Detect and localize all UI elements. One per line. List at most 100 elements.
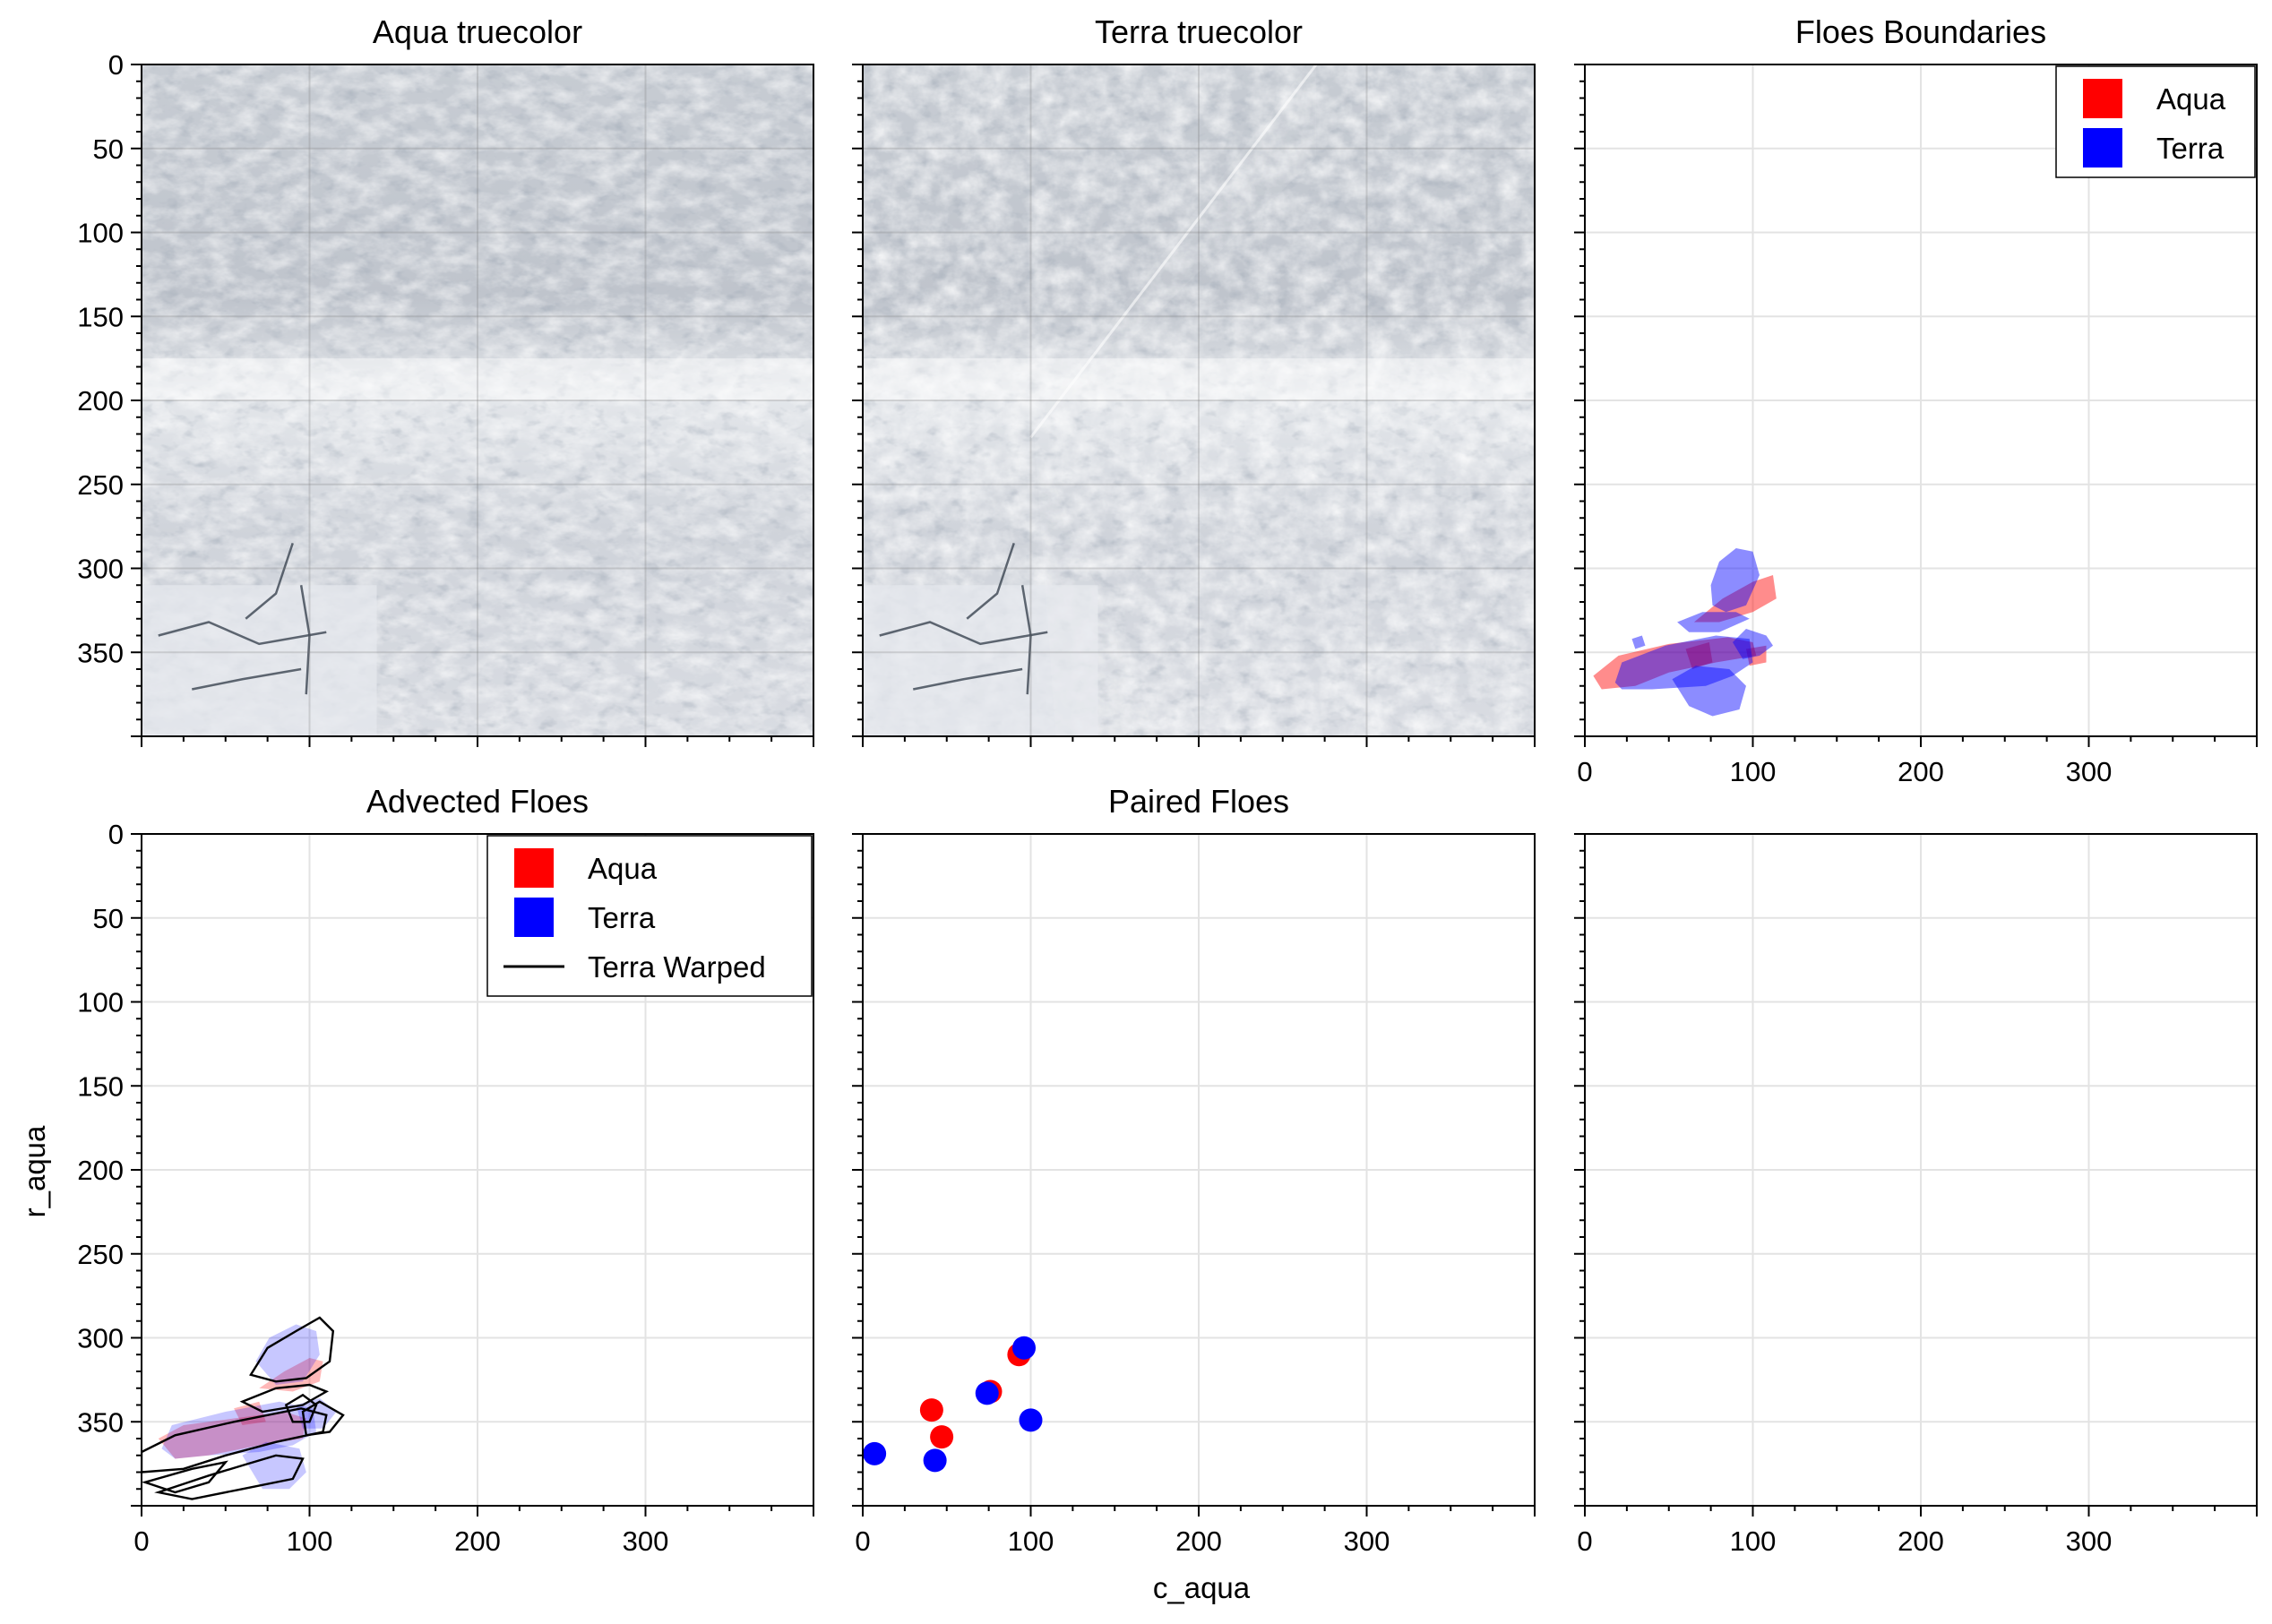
legend-swatch-aqua: [514, 848, 554, 888]
terra-point: [863, 1441, 887, 1465]
panel-title: Paired Floes: [1108, 783, 1289, 820]
x-tick-label: 0: [1577, 756, 1592, 787]
y-tick-label: 0: [108, 49, 124, 81]
legend-label: Terra: [2156, 132, 2225, 165]
y-tick-label: 200: [77, 385, 124, 417]
x-tick-label: 300: [1344, 1525, 1390, 1557]
legend-label: Terra Warped: [588, 950, 766, 984]
terra-warped-contour: [239, 1383, 330, 1413]
aqua-floe: [259, 1358, 323, 1392]
x-tick-label: 300: [2066, 1525, 2113, 1557]
y-tick-label: 250: [77, 469, 124, 501]
panel-title: Aqua truecolor: [373, 13, 582, 50]
terra-floe: [1677, 612, 1750, 632]
ticks: [852, 833, 1536, 1517]
y-tick-label: 250: [77, 1239, 124, 1270]
x-tick-label: 200: [454, 1525, 501, 1557]
y-tick-label: 100: [77, 987, 124, 1018]
panel-terra-truecolor: Terra truecolor: [852, 13, 1536, 747]
terra-floe: [161, 1401, 316, 1459]
legend-label: Aqua: [588, 852, 658, 885]
y-tick-label: 50: [93, 133, 124, 165]
ice-crack: [913, 667, 1023, 691]
y-tick-label: 150: [77, 1070, 124, 1102]
terra-floe: [1710, 548, 1760, 613]
panel-paired-floes: 0 100 200 300 Paired Floes: [852, 783, 1536, 1557]
y-tick-label: 150: [77, 301, 124, 332]
terra-point: [923, 1448, 947, 1473]
y-tick-label: 300: [77, 1323, 124, 1354]
grid: [1585, 834, 2257, 1506]
ice-crack: [966, 542, 1015, 620]
aqua-floe: [1593, 637, 1757, 690]
panel-advected-floes: 0 100 200 300 0 50 100 150 200 250 300 350 Advected …: [77, 783, 814, 1557]
x-tick-label: 100: [1008, 1525, 1054, 1557]
terra-floe: [255, 1324, 320, 1385]
terra-floe: [1733, 629, 1773, 659]
grid: [863, 834, 1535, 1506]
aqua-point: [919, 1398, 943, 1422]
ticks: [131, 833, 814, 1517]
terra-warped-contour: [154, 1454, 305, 1500]
terra-floe: [1672, 666, 1746, 717]
ticks: [1574, 64, 2258, 747]
legend-label: Aqua: [2156, 82, 2226, 116]
grid: [1585, 64, 2257, 736]
ice-crack: [1020, 585, 1032, 695]
x-tick-label: 100: [287, 1525, 333, 1557]
panel-title: Floes Boundaries: [1795, 13, 2046, 50]
terra-warped-contour: [284, 1393, 318, 1423]
aqua-floe: [1746, 645, 1767, 666]
x-tick-label: 200: [1898, 756, 1944, 787]
grid: [142, 64, 813, 736]
legend-swatch-terra: [2083, 128, 2122, 168]
terra-warped-contour: [249, 1316, 335, 1383]
panel-title: Advected Floes: [366, 783, 589, 820]
terra-point: [1019, 1408, 1043, 1432]
ticks: [1574, 833, 2258, 1517]
ice-crack: [158, 621, 327, 646]
x-tick-label: 200: [1898, 1525, 1944, 1557]
aqua-floe: [1693, 575, 1777, 623]
x-tick-label: 300: [623, 1525, 669, 1557]
terra-warped-contour: [301, 1400, 345, 1437]
aqua-point: [930, 1425, 954, 1449]
aqua-floe: [1685, 642, 1713, 669]
terra-floe: [242, 1441, 306, 1490]
aqua-floe: [158, 1412, 306, 1459]
y-tick-label: 300: [77, 554, 124, 585]
legend-label: Terra: [588, 901, 656, 934]
x-axis-label: c_aqua: [1153, 1571, 1251, 1604]
legend-swatch-aqua: [2083, 79, 2122, 118]
x-tick-label: 100: [1730, 756, 1777, 787]
ice-crack: [192, 667, 302, 691]
terra-floe: [1614, 635, 1753, 690]
satellite-image: [142, 64, 813, 736]
y-tick-label: 0: [108, 819, 124, 850]
x-tick-label: 100: [1730, 1525, 1777, 1557]
panel-title: Terra truecolor: [1095, 13, 1303, 50]
panel-aqua-truecolor: 0 50 100 150 200 250 300 350 Aqua truecolor: [77, 13, 814, 747]
terra-warped-contour: [142, 1460, 228, 1494]
legend: Aqua Terra: [2055, 65, 2256, 178]
y-tick-label: 50: [93, 903, 124, 934]
grid: [863, 64, 1535, 736]
panel-empty: 0 100 200 300: [1574, 833, 2258, 1557]
x-tick-label: 300: [2066, 756, 2113, 787]
y-axis-label: r_aqua: [18, 1125, 51, 1217]
panels: 0 50 100 150 200 250 300 350 Aqua truecolor Terra…: [77, 13, 2258, 1557]
x-tick-label: 0: [1577, 1525, 1592, 1557]
y-tick-label: 100: [77, 218, 124, 249]
ticks: [131, 64, 814, 747]
satellite-image: [863, 64, 1535, 736]
terra-point: [975, 1381, 999, 1405]
panel-floes-boundaries: 0 100 200 300 Floes Boundaries Aqua Terra: [1574, 13, 2258, 787]
ice-crack: [299, 585, 311, 695]
terra-floe: [1631, 635, 1646, 649]
x-tick-label: 0: [855, 1525, 870, 1557]
x-tick-label: 200: [1175, 1525, 1222, 1557]
legend-swatch-terra: [514, 898, 554, 937]
ticks: [852, 64, 1536, 747]
x-tick-label: 0: [133, 1525, 149, 1557]
terra-point: [1012, 1336, 1036, 1360]
